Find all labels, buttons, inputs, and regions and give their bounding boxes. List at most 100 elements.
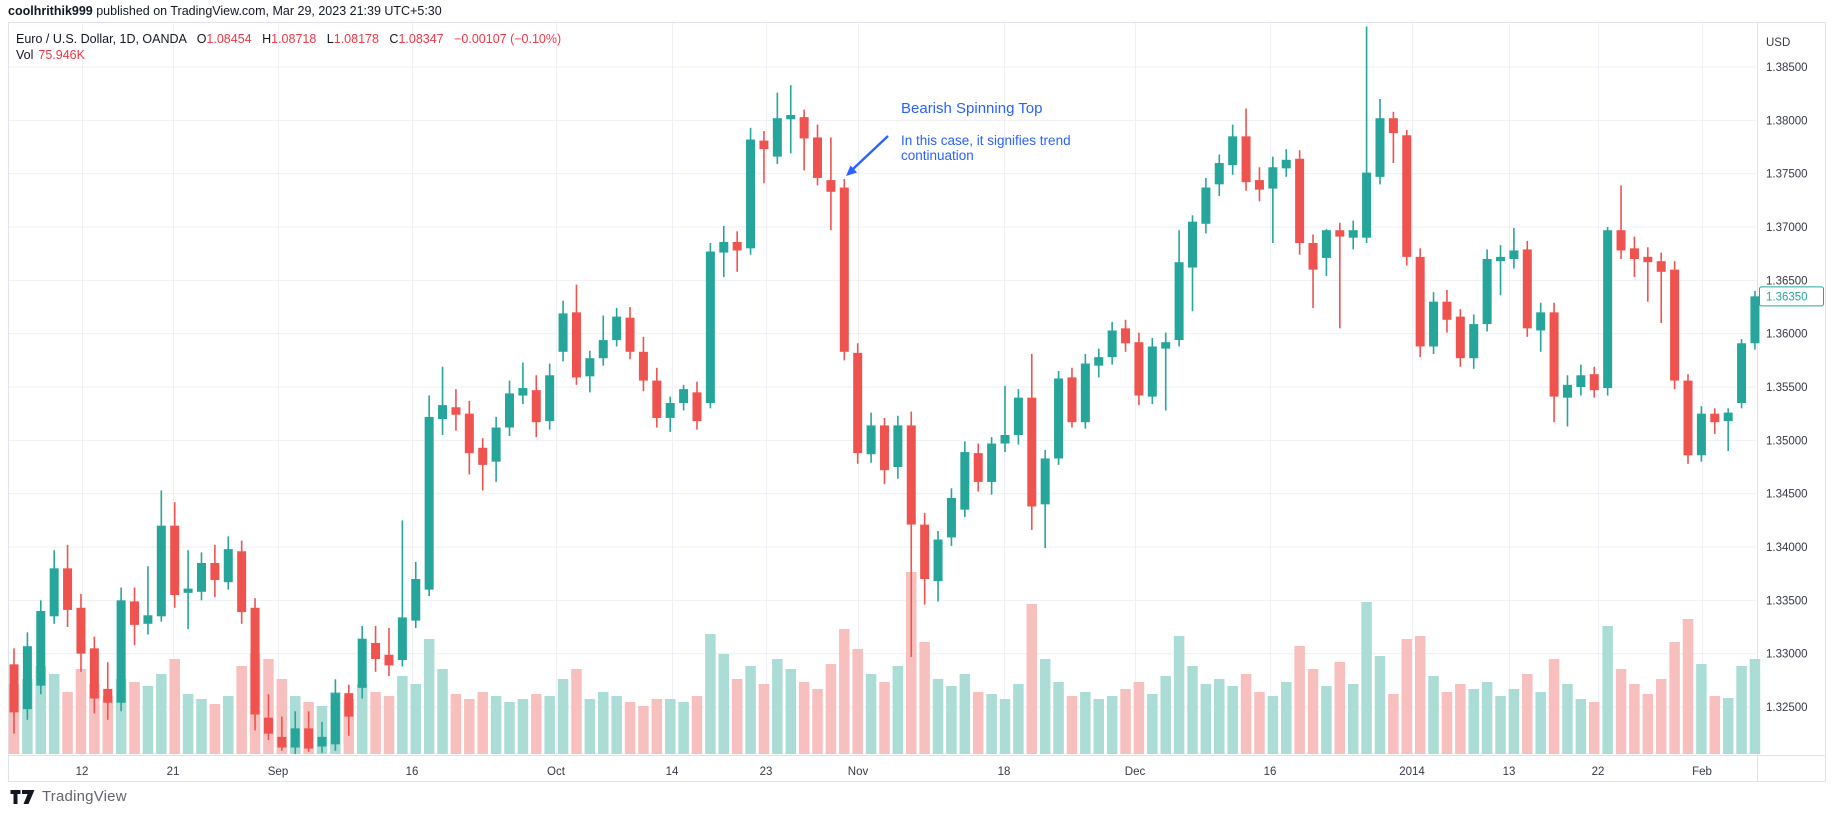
time-tick-label: Dec (1125, 766, 1146, 778)
volume-bar (892, 666, 904, 754)
candle (505, 380, 515, 437)
candle (719, 225, 729, 278)
tradingview-logo-icon[interactable] (10, 789, 35, 805)
candle (759, 131, 769, 184)
price-tick-label: 1.35500 (1766, 382, 1808, 394)
annotation-title: Bearish Spinning Top (901, 100, 1043, 117)
candle (1000, 385, 1010, 453)
candle (692, 381, 702, 430)
candle (1308, 234, 1318, 309)
price-tick-label: 1.35000 (1766, 435, 1808, 447)
candle (357, 625, 367, 699)
candle (518, 362, 528, 405)
volume-bar (1066, 696, 1078, 754)
candle (786, 85, 796, 154)
candle (9, 648, 19, 734)
volume-bar (410, 684, 422, 754)
volume-bar (129, 682, 140, 754)
volume-bar (584, 699, 596, 754)
price-tick-label: 1.38000 (1766, 115, 1808, 127)
candle (1094, 348, 1104, 378)
candle (1469, 314, 1479, 369)
volume-bar (1441, 692, 1453, 754)
candle (1080, 353, 1090, 429)
volume-bar (879, 682, 890, 754)
candle (451, 389, 461, 431)
price-tick-label: 1.38500 (1766, 62, 1808, 74)
price-tick-label: 1.37000 (1766, 222, 1808, 234)
volume-bar (718, 654, 730, 754)
volume-bar (450, 694, 462, 754)
candle (63, 544, 73, 628)
volume-bar (477, 692, 488, 754)
volume-bar (932, 679, 944, 754)
volume-bar (142, 686, 154, 754)
tradingview-brand-text[interactable]: TradingView (42, 788, 127, 805)
close-label: C (389, 32, 399, 46)
candle (290, 711, 300, 754)
candle (1562, 375, 1572, 427)
volume-bar (1602, 626, 1613, 754)
candle (156, 490, 166, 622)
candle (571, 284, 581, 385)
candle (1201, 177, 1211, 234)
volume-bar (972, 692, 984, 754)
candle (746, 127, 756, 255)
volume-bar (1361, 602, 1372, 754)
volume-bar (1642, 694, 1654, 754)
volume-bar (1147, 694, 1158, 754)
volume-bar (812, 689, 823, 754)
time-tick-label: Feb (1692, 766, 1712, 778)
volume-bar (544, 696, 555, 754)
volume-bar (437, 669, 448, 754)
volume-bar (1267, 696, 1279, 754)
candle (585, 350, 595, 393)
candle (705, 243, 715, 409)
candle (1107, 321, 1117, 365)
candle (1161, 332, 1171, 411)
volume-label: Vol (16, 48, 34, 62)
volume-bar (236, 666, 247, 754)
volume-bar (1093, 699, 1105, 754)
candle (344, 684, 354, 736)
candle (330, 679, 340, 751)
candle (22, 632, 32, 720)
candle (1054, 371, 1064, 465)
volume-bar (1347, 684, 1359, 754)
candle (531, 375, 541, 438)
volume-bar (1722, 698, 1734, 754)
volume-bar (75, 669, 87, 754)
volume-bar (1227, 686, 1238, 754)
candle (1013, 389, 1023, 445)
candle (558, 300, 568, 362)
candle (1281, 149, 1291, 177)
volume-bar (1187, 666, 1198, 754)
volume-bar (1013, 684, 1024, 754)
candle (1696, 406, 1706, 462)
volume-bar (638, 706, 649, 754)
time-tick-label: 16 (406, 766, 419, 778)
volume-bar (1026, 604, 1038, 754)
volume-bar (664, 699, 676, 754)
candle (1670, 261, 1680, 390)
volume-bar (678, 702, 689, 754)
candle (679, 384, 689, 411)
username: coolhrithik999 (8, 4, 93, 18)
candle (638, 336, 648, 392)
volume-bar (115, 679, 127, 754)
volume-bar (1280, 682, 1292, 754)
volume-bar (276, 679, 288, 754)
candle (1254, 167, 1264, 202)
price-tick-label: 1.33000 (1766, 649, 1808, 661)
candle (1375, 99, 1385, 185)
candle (103, 662, 113, 720)
volume-bar (705, 634, 716, 754)
volume-bar (89, 684, 100, 754)
volume-bar (691, 696, 703, 754)
price-tick-label: 1.36000 (1766, 329, 1808, 341)
volume-bar (1709, 696, 1721, 754)
annotation-body: In this case, it signifies trend continu… (901, 133, 1071, 163)
volume-bar (1374, 656, 1386, 754)
volume-bar (1468, 689, 1479, 754)
